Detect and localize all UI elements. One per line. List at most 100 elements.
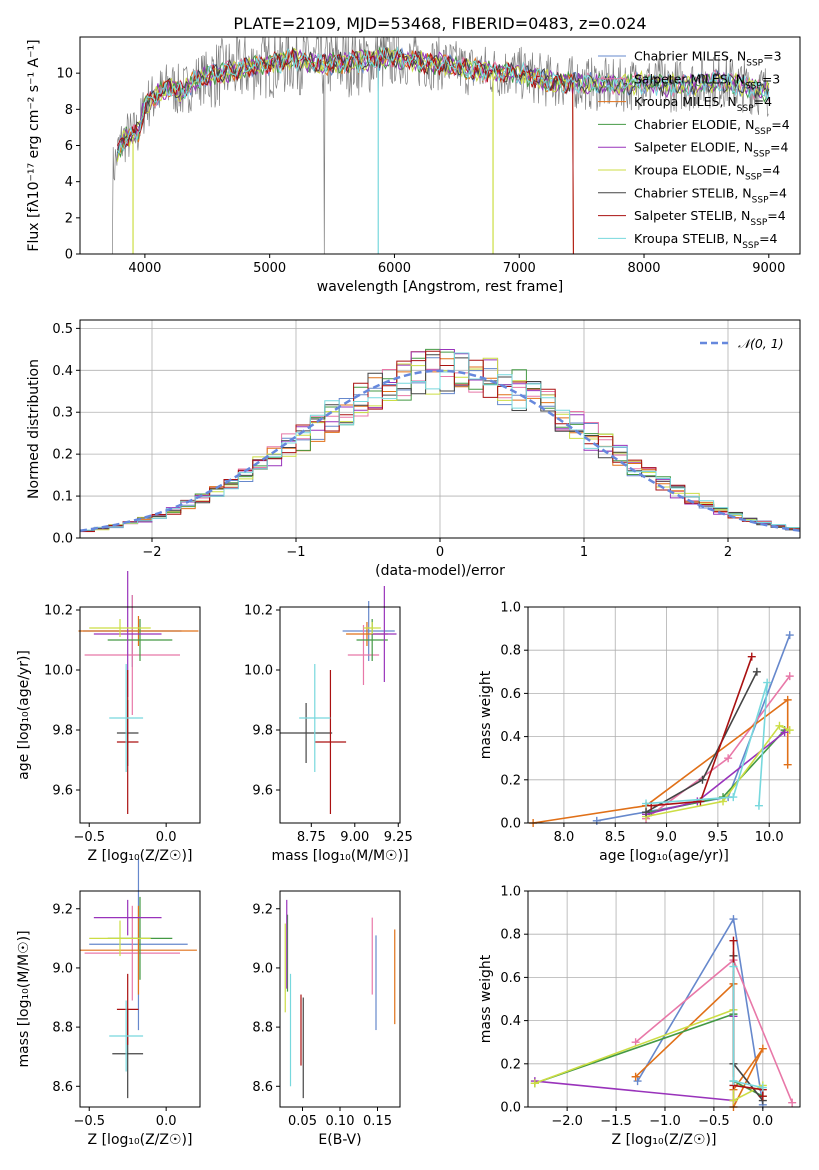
weight-point-marker — [754, 801, 763, 810]
weight-point-marker — [783, 760, 792, 769]
age_vs_mass-xlabel: mass [log₁₀(M/M☉)] — [271, 848, 408, 864]
mass_vs_Z-xtick-label: −0.5 — [73, 1114, 105, 1129]
legend-subscript: SSP — [746, 59, 763, 69]
weight_vs_age-xtick-label: 8.5 — [605, 830, 626, 845]
spectrum-ytick-label: 0 — [65, 248, 73, 263]
weight-series-line — [645, 682, 768, 806]
weight-point-marker — [729, 1077, 738, 1086]
age_vs_mass-xtick-label: 9.25 — [384, 830, 413, 845]
weight_vs_Z-ytick-label: 0.6 — [500, 971, 521, 986]
residuals-xtick-label: 0 — [436, 545, 444, 560]
legend-nssp: =4 — [767, 208, 785, 223]
weight-point-marker — [780, 728, 789, 737]
mass_vs_ebv-xtick-label: 0.05 — [288, 1114, 317, 1129]
residuals-ytick-label: 0.5 — [52, 322, 73, 337]
mass_vs_Z-data — [80, 858, 197, 1099]
age_vs_mass-ytick-label: 9.8 — [252, 724, 273, 739]
residuals-ylabel: Normed distribution — [26, 359, 42, 499]
legend-nssp: =3 — [762, 71, 780, 86]
weight_vs_age-frame — [527, 606, 801, 824]
spectrum-xlabel: wavelength [Angstrom, rest frame] — [317, 279, 563, 295]
weight_vs_Z-ytick-label: 0.4 — [500, 1014, 521, 1029]
age_vs_mass-ytick-label: 10.0 — [244, 664, 273, 679]
legend-label: Salpeter STELIB, NSSP=4 — [634, 208, 786, 228]
residuals-ytick-label: 0.2 — [52, 448, 73, 463]
spectrum-axes: 4000 5000 6000 7000 8000 9000 0 2 4 6 8 10 wavelengt… — [26, 36, 801, 295]
legend-nssp: =4 — [769, 185, 787, 200]
spectrum-xtick-label: 9000 — [752, 261, 785, 276]
weight_vs_Z-ytick-label: 0.2 — [500, 1057, 521, 1072]
age_vs_Z-xlabel: Z [log₁₀(Z/Z☉)] — [88, 848, 193, 864]
weight-point-marker — [785, 631, 794, 640]
spectrum-ytick-label: 4 — [65, 175, 73, 190]
weight-point-marker — [758, 1044, 767, 1053]
residuals-ytick-label: 0.0 — [52, 532, 73, 547]
weight-point-marker — [775, 721, 784, 730]
weight_vs_age-ytick-label: 0.8 — [500, 644, 521, 659]
weight_vs_age-xlabel: age [log₁₀(age/yr)] — [599, 848, 729, 864]
residuals-ytick-label: 0.1 — [52, 490, 73, 505]
legend-label: Kroupa STELIB, NSSP=4 — [634, 231, 778, 251]
age_vs_mass-xtick-label: 9.00 — [340, 830, 369, 845]
mass_vs_Z-xtick-label: 0.0 — [156, 1114, 177, 1129]
weight_vs_Z-ytick-label: 0.0 — [500, 1101, 521, 1116]
weight-series-line — [645, 724, 791, 818]
mass_vs_ebv-ytick-label: 9.2 — [252, 902, 273, 917]
weight_vs_age-ylabel: mass weight — [478, 670, 494, 759]
weight-point-marker — [724, 754, 733, 763]
weight_vs_Z-xtick-label: 0.0 — [752, 1114, 773, 1129]
age_vs_Z-frame — [79, 606, 201, 824]
legend-nssp: =4 — [754, 94, 772, 109]
weight-point-marker — [631, 1038, 640, 1047]
residuals-xtick-label: 2 — [724, 545, 732, 560]
mass_vs_ebv-xtick-label: 0.15 — [363, 1114, 392, 1129]
weight-point-marker — [530, 1079, 539, 1088]
weight_vs_Z-xlabel: Z [log₁₀(Z/Z☉)] — [612, 1132, 717, 1148]
spectrum-xtick-label: 7000 — [503, 261, 536, 276]
age_vs_Z-ytick-label: 9.8 — [52, 724, 73, 739]
residuals-ytick-label: 0.4 — [52, 364, 73, 379]
weight-point-marker — [763, 678, 772, 687]
legend-label: Chabrier ELODIE, NSSP=4 — [634, 117, 790, 137]
weight_vs_age-ytick-label: 1.0 — [500, 601, 521, 616]
mass_vs_ebv-data — [284, 899, 396, 1099]
age_vs_mass-ytick-label: 10.2 — [244, 604, 273, 619]
weight-point-marker — [696, 797, 705, 806]
weight_vs_Z-xtick-label: −1.0 — [649, 1114, 681, 1129]
weight_vs_age-ytick-label: 0.2 — [500, 773, 521, 788]
gaussian-reference-line — [80, 369, 800, 532]
mass_vs_Z-xlabel: Z [log₁₀(Z/Z☉)] — [88, 1132, 193, 1148]
residuals-xtick-label: −1 — [286, 545, 305, 560]
weight_vs_Z-xtick-label: −2.0 — [551, 1114, 583, 1129]
legend-subscript: SSP — [752, 195, 769, 205]
mass_vs_ebv-axes: 0.05 0.10 0.15 8.6 8.8 9.0 9.2 E(B-V) — [252, 890, 401, 1148]
weight-point-marker — [758, 1092, 767, 1101]
weight-point-marker — [719, 797, 728, 806]
weight-point-marker — [729, 962, 738, 971]
age_vs_Z-xtick-label: −0.5 — [73, 830, 105, 845]
figure-title: PLATE=2109, MJD=53468, FIBERID=0483, z=0… — [233, 14, 646, 33]
weight_vs_age-axes: 8.0 8.5 9.0 9.5 10.0 0.0 0.2 0.4 0.6 0.8 1.0 age [l… — [478, 601, 801, 864]
residuals-xtick-label: 1 — [580, 545, 588, 560]
spectrum-xtick-label: 6000 — [378, 261, 411, 276]
weight_vs_Z-data — [530, 915, 797, 1111]
legend-subscript: SSP — [737, 104, 754, 114]
age_vs_Z-ylabel: age [log₁₀(age/yr)] — [16, 650, 32, 780]
weight_vs_Z-ylabel: mass weight — [478, 954, 494, 1043]
spectrum-model-line — [116, 46, 770, 153]
mass_vs_ebv-ytick-label: 8.6 — [252, 1080, 273, 1095]
mass_vs_Z-ytick-label: 9.2 — [52, 902, 73, 917]
weight_vs_Z-ytick-label: 1.0 — [500, 885, 521, 900]
spectrum-ytick-label: 2 — [65, 211, 73, 226]
weight_vs_Z-axes: −2.0 −1.5 −1.0 −0.5 0.0 0.0 0.2 0.4 0.6 0.8 1.0 Z [… — [478, 885, 801, 1148]
weight_vs_Z-frame — [527, 890, 801, 1108]
legend-label: Chabrier STELIB, NSSP=4 — [634, 185, 787, 205]
weight-point-marker — [631, 1072, 640, 1081]
spectrum-model-line — [116, 46, 770, 154]
legend-subscript: SSP — [742, 241, 759, 251]
age_vs_Z-xtick-label: 0.0 — [156, 830, 177, 845]
weight_vs_age-xtick-label: 9.0 — [656, 830, 677, 845]
weight_vs_age-ytick-label: 0.4 — [500, 730, 521, 745]
age_vs_mass-axes: 8.75 9.00 9.25 9.6 9.8 10.0 10.2 mass [log₁₀(M/… — [244, 604, 413, 865]
